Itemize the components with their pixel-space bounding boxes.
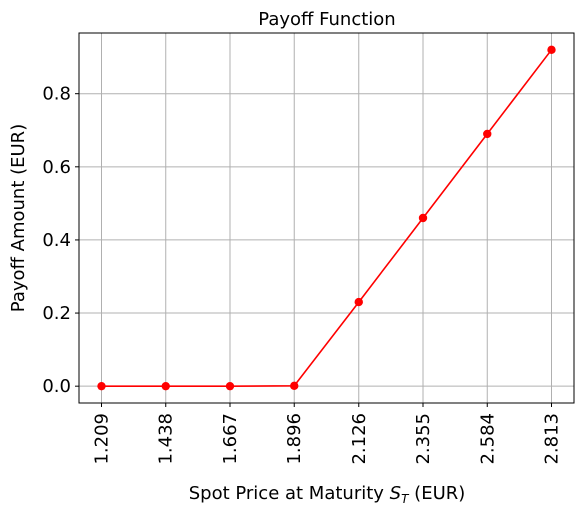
data-point <box>483 129 492 139</box>
y-axis-label: Payoff Amount (EUR) <box>8 124 29 312</box>
x-tick-label: 1.438 <box>156 413 177 465</box>
data-point <box>97 381 106 391</box>
y-tick-label: 0.4 <box>42 230 71 251</box>
x-tick-label: 1.896 <box>284 413 305 465</box>
x-axis: 1.209 1.438 1.667 1.896 2.126 2.355 2.584 2.813 <box>92 403 563 465</box>
y-tick-label: 0.2 <box>42 303 71 324</box>
data-point <box>547 45 556 55</box>
x-tick-label: 1.209 <box>92 413 113 465</box>
data-point <box>225 381 235 391</box>
x-axis-label-suffix: (EUR) <box>408 483 465 504</box>
x-tick-label: 2.813 <box>542 413 563 465</box>
x-axis-label-subscript: T <box>401 492 410 506</box>
x-axis-label: Spot Price at Maturity ST (EUR) <box>189 483 466 506</box>
chart-title: Payoff Function <box>258 9 395 30</box>
series-line <box>101 49 553 387</box>
grid-layer <box>79 33 574 403</box>
data-point <box>354 297 363 307</box>
y-axis: 0.0 0.2 0.4 0.6 0.8 <box>42 84 79 397</box>
plot-area-frame <box>78 32 575 404</box>
x-tick-label: 2.126 <box>349 413 370 465</box>
x-axis-label-main: Spot Price at Maturity <box>189 483 390 504</box>
y-tick-label: 0.6 <box>42 157 71 178</box>
data-point <box>161 381 170 391</box>
y-tick-label: 0.0 <box>42 376 71 397</box>
x-tick-label: 2.584 <box>477 413 498 465</box>
x-tick-label: 2.355 <box>413 413 434 465</box>
x-axis-label-symbol: S <box>390 483 401 504</box>
data-point <box>290 381 299 391</box>
y-tick-label: 0.8 <box>42 84 71 105</box>
x-tick-label: 1.667 <box>220 413 241 465</box>
series-layer <box>97 45 556 391</box>
data-point <box>418 213 428 223</box>
